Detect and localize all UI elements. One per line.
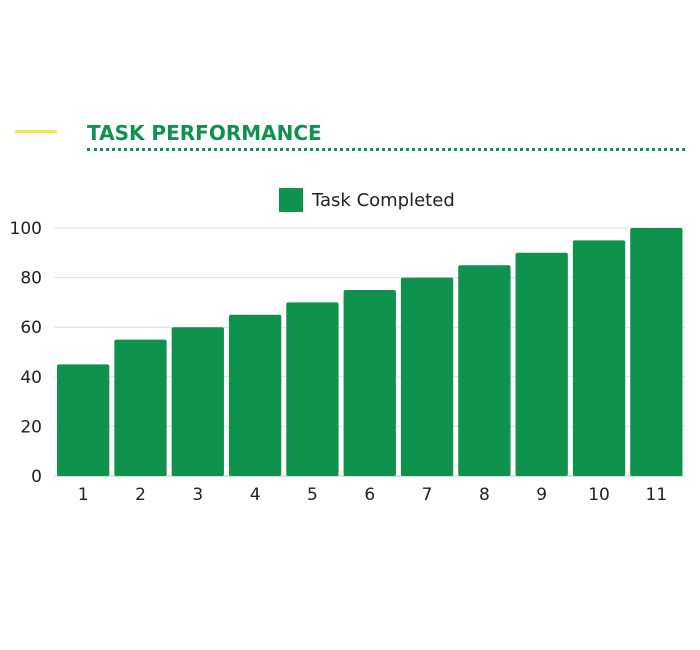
bar [171, 327, 224, 476]
bar [114, 339, 167, 476]
x-tick-label: 8 [479, 485, 490, 505]
x-tick-label: 3 [192, 485, 203, 505]
bar [286, 302, 339, 476]
bar [515, 252, 568, 476]
bar [630, 228, 683, 476]
x-tick-label: 9 [536, 485, 547, 505]
y-tick-label: 40 [20, 368, 42, 388]
y-tick-label: 20 [20, 417, 42, 437]
legend-swatch [279, 188, 303, 212]
legend-label: Task Completed [311, 190, 455, 211]
accent-line [15, 130, 57, 133]
x-tick-label: 7 [422, 485, 433, 505]
x-tick-label: 10 [588, 485, 610, 505]
bar [458, 265, 511, 476]
x-tick-label: 5 [307, 485, 318, 505]
bar [572, 240, 626, 476]
y-tick-label: 80 [20, 269, 42, 289]
chart-title: TASK PERFORMANCE [87, 121, 322, 145]
bar [400, 277, 454, 476]
x-tick-label: 4 [250, 485, 261, 505]
bar [343, 290, 396, 476]
title-underline [87, 148, 685, 151]
bar [228, 314, 282, 476]
x-tick-label: 6 [364, 485, 375, 505]
x-tick-label: 2 [135, 485, 146, 505]
bar [57, 364, 110, 476]
y-tick-label: 0 [31, 467, 42, 487]
x-tick-label: 1 [78, 485, 89, 505]
legend[interactable]: Task Completed [279, 188, 455, 212]
x-tick-label: 11 [646, 485, 668, 505]
y-tick-label: 60 [20, 318, 42, 338]
y-tick-label: 100 [10, 219, 42, 239]
